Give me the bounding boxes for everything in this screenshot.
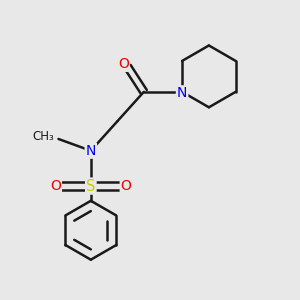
Text: N: N	[85, 144, 96, 158]
Text: N: N	[177, 86, 187, 100]
Text: O: O	[50, 179, 61, 193]
Text: O: O	[121, 179, 132, 193]
Text: O: O	[118, 57, 129, 71]
Text: S: S	[86, 178, 95, 194]
Text: CH₃: CH₃	[33, 130, 55, 142]
